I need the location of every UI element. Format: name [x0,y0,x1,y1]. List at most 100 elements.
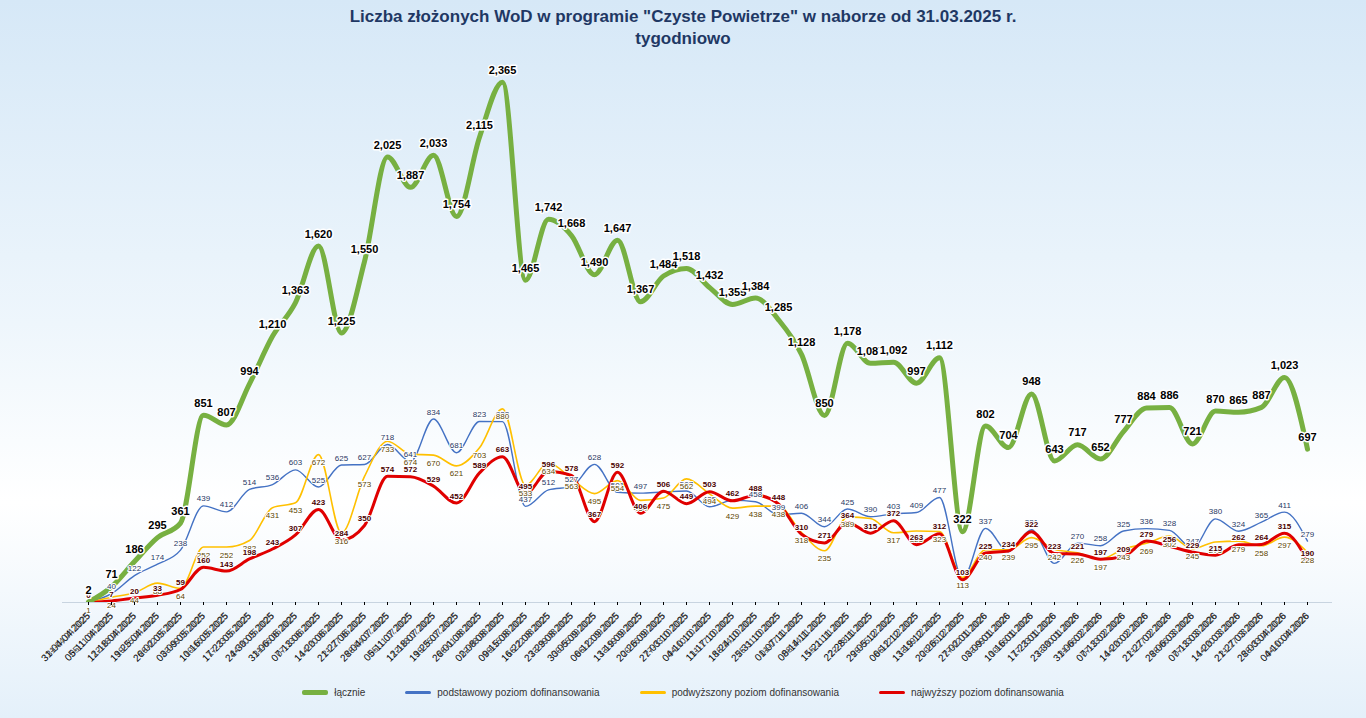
svg-text:344: 344 [818,515,832,524]
svg-text:1,742: 1,742 [535,201,563,213]
svg-text:475: 475 [657,502,671,511]
svg-text:477: 477 [933,486,947,495]
svg-text:238: 238 [174,539,188,548]
svg-text:297: 297 [1278,541,1292,550]
svg-text:103: 103 [956,568,970,577]
svg-text:1,887: 1,887 [397,169,425,181]
svg-text:71: 71 [105,568,117,580]
svg-text:438: 438 [749,510,763,519]
svg-text:494: 494 [703,497,717,506]
svg-text:596: 596 [542,460,556,469]
svg-text:733: 733 [381,445,395,454]
svg-text:1,647: 1,647 [604,222,632,234]
svg-text:529: 529 [427,475,441,484]
svg-text:229: 229 [1186,541,1200,550]
svg-text:449: 449 [680,492,694,501]
svg-text:1,432: 1,432 [696,269,724,281]
svg-text:2,365: 2,365 [489,64,517,76]
svg-text:197: 197 [1094,548,1108,557]
svg-text:462: 462 [726,489,740,498]
svg-text:2: 2 [85,584,91,596]
svg-text:317: 317 [887,536,901,545]
svg-text:336: 336 [1140,517,1154,526]
svg-text:886: 886 [1160,389,1178,401]
svg-text:245: 245 [1186,552,1200,561]
svg-text:1,367: 1,367 [627,283,655,295]
svg-text:322: 322 [1025,520,1039,529]
svg-text:382: 382 [864,522,878,531]
svg-text:670: 670 [427,459,441,468]
svg-text:178: 178 [1048,552,1062,561]
svg-text:310: 310 [795,523,809,532]
svg-text:429: 429 [726,512,740,521]
svg-text:252: 252 [220,551,234,560]
svg-text:1,550: 1,550 [351,243,379,255]
svg-text:525: 525 [312,476,326,485]
svg-text:1,112: 1,112 [926,339,953,351]
svg-text:328: 328 [1163,519,1177,528]
svg-text:1,490: 1,490 [581,256,609,268]
svg-text:488: 488 [749,484,763,493]
svg-text:880: 880 [496,412,510,421]
svg-text:663: 663 [496,445,510,454]
svg-text:503: 503 [703,480,717,489]
svg-text:592: 592 [611,461,625,470]
svg-text:1,465: 1,465 [512,262,540,274]
svg-text:412: 412 [220,500,234,509]
svg-text:452: 452 [450,492,464,501]
svg-text:269: 269 [1140,547,1154,556]
svg-text:262: 262 [1232,533,1246,542]
svg-text:295: 295 [148,519,166,531]
svg-text:7: 7 [109,590,114,599]
svg-text:323: 323 [933,535,947,544]
svg-text:589: 589 [473,461,487,470]
svg-text:295: 295 [1025,541,1039,550]
svg-text:190: 190 [1301,549,1315,558]
svg-text:242: 242 [1048,553,1062,562]
svg-text:279: 279 [1140,530,1154,539]
svg-text:697: 697 [1298,431,1316,443]
svg-text:512: 512 [542,478,556,487]
svg-text:802: 802 [976,408,994,420]
svg-text:215: 215 [1209,544,1223,553]
svg-text:221: 221 [1071,542,1085,551]
svg-text:33: 33 [153,584,162,593]
svg-text:411: 411 [1278,501,1291,510]
svg-text:506: 506 [657,480,671,489]
svg-text:231: 231 [1002,540,1016,549]
svg-text:453: 453 [289,506,303,515]
svg-text:628: 628 [588,453,602,462]
svg-text:271: 271 [818,531,832,540]
svg-text:850: 850 [815,397,833,409]
svg-text:361: 361 [171,505,189,517]
svg-text:464: 464 [726,489,740,498]
svg-text:24: 24 [107,601,116,610]
svg-text:994: 994 [240,365,259,377]
svg-text:1,092: 1,092 [880,344,908,356]
svg-text:198: 198 [243,548,257,557]
svg-text:578: 578 [565,464,579,473]
svg-text:258: 258 [1094,534,1108,543]
svg-text:226: 226 [1071,556,1085,565]
svg-text:495: 495 [519,482,533,491]
svg-text:239: 239 [1002,553,1016,562]
svg-text:64: 64 [176,592,185,601]
svg-text:887: 887 [1252,389,1270,401]
svg-text:316: 316 [335,537,349,546]
svg-text:389: 389 [841,520,855,529]
svg-text:703: 703 [473,451,487,460]
svg-text:312: 312 [933,522,947,531]
svg-text:423: 423 [312,498,326,507]
svg-text:1,668: 1,668 [558,217,586,229]
svg-text:865: 865 [1229,394,1247,406]
svg-text:350: 350 [358,514,372,523]
svg-text:143: 143 [220,560,234,569]
svg-text:643: 643 [1045,443,1063,455]
svg-text:997: 997 [907,365,925,377]
svg-text:234: 234 [1002,540,1016,549]
svg-text:718: 718 [381,433,395,442]
svg-text:406: 406 [634,502,648,511]
svg-text:223: 223 [1048,542,1062,551]
svg-text:315: 315 [1278,522,1292,531]
svg-text:652: 652 [1091,441,1109,453]
